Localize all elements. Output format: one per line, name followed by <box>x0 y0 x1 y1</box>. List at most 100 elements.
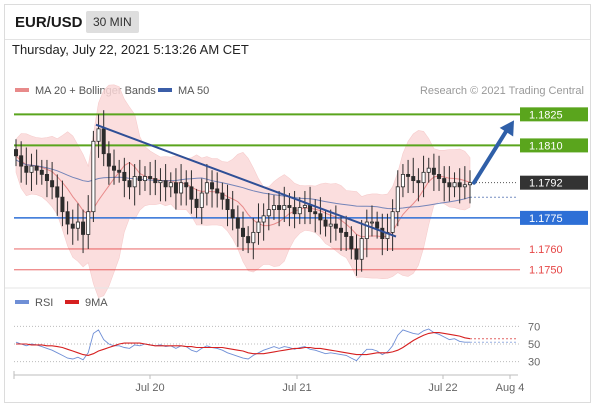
trendline <box>95 123 397 238</box>
candle-body <box>86 211 91 235</box>
candle-body <box>437 173 442 179</box>
candle-body <box>132 176 137 188</box>
candle-body <box>380 227 385 239</box>
bollinger-bands <box>15 84 471 298</box>
candle-body <box>256 221 261 233</box>
candle-body <box>395 186 400 213</box>
candlesticks <box>13 110 472 276</box>
candle-body <box>411 176 416 182</box>
candle-body <box>168 182 173 188</box>
timeframe-badge[interactable]: 30 MIN <box>86 11 139 33</box>
rsi-tick-50: 50 <box>528 339 540 351</box>
candle-body <box>39 169 44 175</box>
candle-body <box>266 209 271 217</box>
candle-body <box>277 205 282 210</box>
candle-body <box>184 182 189 188</box>
candle-body <box>462 184 467 188</box>
candle-body <box>354 248 359 260</box>
candle-body <box>246 236 251 244</box>
candle-body <box>24 165 29 173</box>
candle-body <box>210 182 215 190</box>
candle-body <box>19 155 24 167</box>
level-label-1.1810: 1.1810 <box>529 140 563 152</box>
x-tick-label-2: Jul 22 <box>428 382 457 394</box>
level-tag-1.1792 <box>520 175 588 190</box>
candle-body <box>29 165 34 173</box>
rsi-series-9ma <box>16 332 471 356</box>
candle-body <box>457 182 462 188</box>
rsi-series-rsi <box>15 328 470 362</box>
candle-body <box>148 176 153 179</box>
ma9-legend-swatch <box>65 300 79 304</box>
candle-body <box>117 169 122 173</box>
candle-body <box>426 167 431 173</box>
candle-body <box>81 221 86 235</box>
candle-body <box>65 211 70 225</box>
candle-body <box>75 221 80 229</box>
level-label-1.1792: 1.1792 <box>529 178 563 190</box>
candle-body <box>235 217 240 229</box>
candle-body <box>220 192 225 200</box>
bollinger-band-area <box>15 84 471 298</box>
candle-body <box>204 182 209 194</box>
candle-body <box>364 221 369 239</box>
candle-body <box>194 198 199 208</box>
candle-body <box>302 205 307 208</box>
rsi-legend-label: RSI <box>35 297 53 309</box>
candle-body <box>308 205 313 213</box>
candle-body <box>127 180 132 188</box>
candle-body <box>189 186 194 200</box>
ma20-legend-swatch <box>15 88 29 92</box>
level-label-1.1760: 1.1760 <box>529 244 563 256</box>
rsi-tick-30: 30 <box>528 357 540 369</box>
candle-body <box>101 128 106 155</box>
candle-body <box>60 196 65 213</box>
candle-body <box>112 165 117 171</box>
candle-body <box>318 213 323 221</box>
candle-body <box>50 180 55 188</box>
level-tag-1.1775 <box>520 210 588 225</box>
level-tag-1.1825 <box>520 107 588 122</box>
ma9-legend-label: 9MA <box>85 297 108 309</box>
candle-body <box>179 182 184 194</box>
candle-body <box>96 128 101 142</box>
level-label-1.1750: 1.1750 <box>529 265 563 277</box>
rsi-legend-swatch <box>15 300 29 304</box>
level-tag-1.1810 <box>520 138 588 153</box>
candle-body <box>416 180 421 184</box>
candle-body <box>158 180 163 184</box>
candle-body <box>251 231 256 244</box>
candle-body <box>34 165 39 171</box>
main-legend: MA 20 + Bollinger Bands MA 50 Research ©… <box>15 85 584 97</box>
x-tick-label-1: Jul 21 <box>282 382 311 394</box>
candle-body <box>431 167 436 175</box>
downtrend-line <box>95 123 397 238</box>
ma20-legend-label: MA 20 + Bollinger Bands <box>35 85 156 97</box>
rsi-tick-70: 70 <box>528 321 540 333</box>
candle-body <box>70 223 75 229</box>
candle-body <box>240 227 245 237</box>
x-axis: Jul 20 Jul 21 Jul 22 Aug 4 <box>13 371 525 394</box>
candle-body <box>153 178 158 184</box>
candle-body <box>122 171 127 182</box>
ma50-legend-label: MA 50 <box>178 85 209 97</box>
candle-body <box>400 173 405 188</box>
candle-body <box>199 192 204 208</box>
candle-body <box>421 171 426 184</box>
report-datetime: Thursday, July 22, 2021 5:13:26 AM CET <box>12 42 249 57</box>
price-level-labels: 1.1825 1.1810 1.1792 1.1775 1.1760 1.1750 <box>520 107 588 277</box>
candle-body <box>406 173 411 177</box>
currency-pair-title: EUR/USD <box>15 14 83 31</box>
candle-body <box>328 223 333 227</box>
candle-body <box>106 153 111 167</box>
forecast-arrow <box>472 120 514 185</box>
research-credit: Research © 2021 Trading Central <box>420 85 584 97</box>
candle-body <box>230 209 235 219</box>
candle-body <box>173 182 178 194</box>
candle-body <box>452 182 457 188</box>
candle-body <box>349 236 354 250</box>
candle-body <box>163 180 168 188</box>
candle-body <box>313 211 318 215</box>
x-tick-label-3: Aug 4 <box>496 382 525 394</box>
